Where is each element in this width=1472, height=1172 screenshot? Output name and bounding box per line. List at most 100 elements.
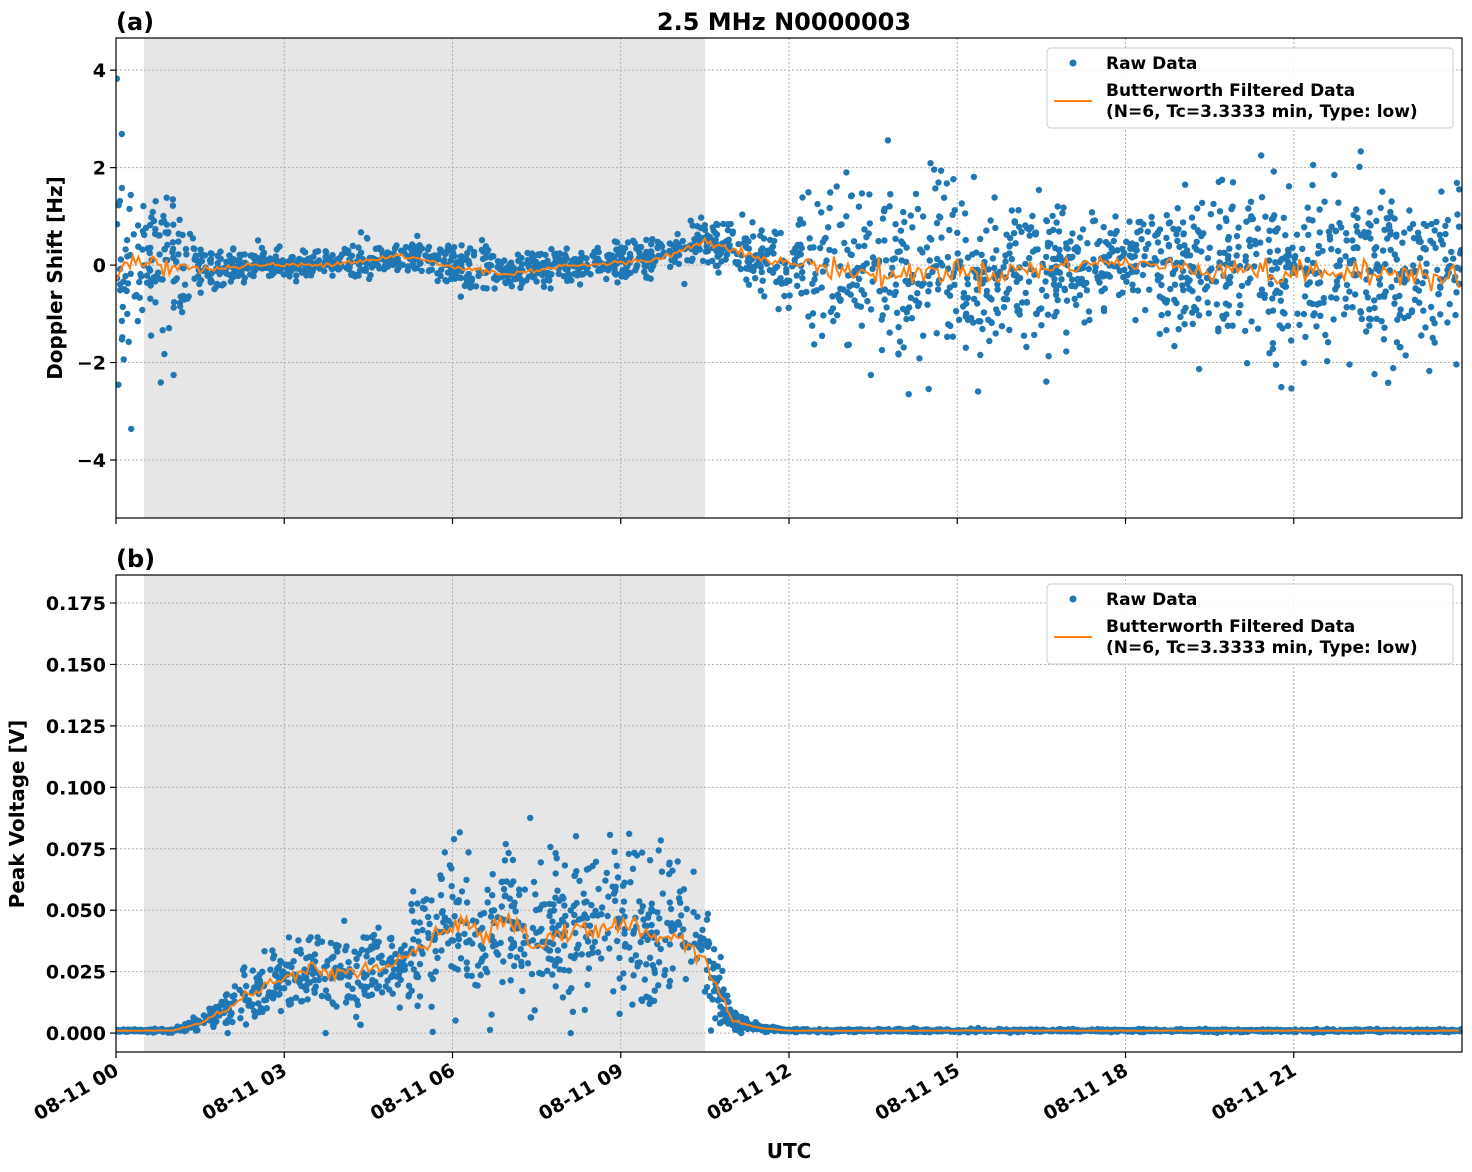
raw-point — [881, 296, 888, 303]
raw-point — [506, 895, 513, 902]
raw-point — [1071, 295, 1078, 302]
raw-point — [1455, 223, 1462, 230]
raw-point — [569, 1008, 577, 1015]
raw-point — [1053, 308, 1060, 316]
raw-point — [1367, 235, 1374, 242]
raw-point — [933, 219, 941, 227]
raw-point — [886, 289, 893, 296]
raw-point — [116, 287, 124, 294]
raw-point — [1418, 332, 1425, 339]
raw-point — [621, 879, 628, 886]
raw-point — [1171, 342, 1178, 350]
raw-point — [1204, 299, 1211, 306]
raw-point — [1163, 234, 1170, 242]
raw-point — [714, 997, 722, 1004]
raw-point — [647, 275, 654, 282]
raw-point — [960, 289, 968, 297]
raw-point — [425, 930, 432, 937]
raw-point — [512, 908, 519, 915]
raw-point — [509, 856, 517, 864]
raw-point — [196, 280, 203, 288]
raw-point — [688, 257, 695, 264]
raw-point — [916, 355, 923, 362]
raw-point — [1456, 186, 1462, 193]
raw-point — [930, 166, 938, 173]
raw-point — [1334, 247, 1342, 255]
raw-point — [1396, 311, 1403, 318]
raw-point — [1181, 321, 1188, 328]
raw-point — [349, 985, 356, 992]
raw-point — [1380, 336, 1388, 343]
y-tick-label: 0.150 — [46, 654, 106, 676]
raw-point — [591, 938, 599, 946]
raw-point — [405, 982, 413, 989]
raw-point — [477, 971, 484, 979]
raw-point — [1237, 301, 1244, 309]
raw-point — [1444, 319, 1451, 326]
raw-point — [428, 897, 435, 904]
raw-point — [993, 306, 1000, 313]
raw-point — [345, 959, 352, 966]
raw-point — [384, 977, 391, 984]
raw-point — [475, 272, 482, 279]
raw-point — [267, 966, 274, 973]
raw-point — [531, 263, 538, 270]
raw-point — [332, 943, 339, 950]
raw-point — [1222, 300, 1230, 307]
raw-point — [488, 907, 496, 914]
raw-point — [674, 858, 681, 865]
raw-point — [649, 962, 656, 969]
raw-point — [881, 286, 889, 293]
raw-point — [247, 271, 254, 278]
raw-point — [1135, 218, 1142, 226]
raw-point — [1157, 248, 1165, 255]
raw-point — [687, 217, 694, 224]
raw-point — [809, 322, 816, 329]
raw-point — [548, 271, 555, 278]
raw-point — [357, 229, 365, 236]
raw-point — [583, 898, 590, 905]
panel-b-ylabel: Peak Voltage [V] — [5, 720, 29, 909]
raw-point — [1431, 227, 1438, 234]
raw-point — [855, 275, 863, 283]
raw-point — [1173, 231, 1180, 238]
raw-point — [1251, 237, 1259, 245]
raw-point — [230, 245, 237, 252]
raw-point — [1012, 271, 1019, 278]
raw-point — [1186, 252, 1194, 259]
raw-point — [1431, 339, 1438, 346]
raw-point — [457, 293, 464, 300]
raw-point — [419, 950, 426, 957]
raw-point — [710, 946, 718, 953]
raw-point — [800, 220, 807, 227]
raw-point — [559, 893, 566, 900]
raw-point — [813, 287, 820, 294]
raw-point — [592, 858, 600, 865]
raw-point — [1236, 292, 1243, 299]
raw-point — [1390, 364, 1397, 372]
raw-point — [337, 263, 344, 270]
raw-point — [1373, 265, 1380, 272]
raw-point — [299, 247, 307, 254]
raw-point — [241, 251, 248, 258]
raw-point — [820, 312, 827, 319]
raw-point — [1051, 276, 1058, 283]
raw-point — [1110, 237, 1118, 245]
raw-point — [293, 278, 300, 285]
raw-point — [818, 209, 825, 216]
raw-point — [1342, 295, 1349, 302]
raw-point — [413, 970, 420, 978]
raw-point — [209, 1021, 217, 1028]
legend-filtered-label: Butterworth Filtered Data — [1106, 617, 1355, 637]
raw-point — [680, 926, 687, 933]
raw-point — [639, 903, 646, 910]
raw-point — [578, 951, 585, 958]
raw-point — [1054, 268, 1061, 275]
raw-point — [118, 184, 126, 192]
raw-point — [318, 992, 326, 1000]
raw-point — [799, 268, 806, 276]
raw-point — [1304, 281, 1311, 288]
raw-point — [454, 942, 462, 950]
raw-point — [681, 280, 688, 288]
raw-point — [1419, 280, 1426, 287]
